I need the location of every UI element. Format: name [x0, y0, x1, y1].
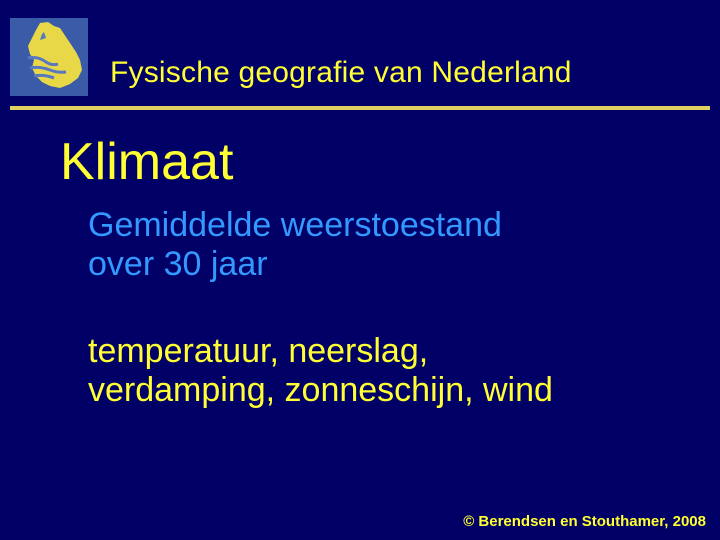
- netherlands-map-icon: [10, 18, 88, 96]
- header-title: Fysische geografie van Nederland: [110, 56, 572, 90]
- body-line-1: temperatuur, neerslag,: [88, 332, 428, 370]
- body-line-2: verdamping, zonneschijn, wind: [88, 371, 553, 409]
- copyright-footer: © Berendsen en Stouthamer, 2008: [463, 513, 706, 530]
- subtitle-line-1: Gemiddelde weerstoestand: [88, 206, 502, 244]
- content-body: temperatuur, neerslag, verdamping, zonne…: [88, 332, 720, 410]
- content-subtitle: Gemiddelde weerstoestand over 30 jaar: [88, 206, 720, 284]
- slide-content: Klimaat Gemiddelde weerstoestand over 30…: [0, 110, 720, 410]
- slide-header: Fysische geografie van Nederland: [0, 0, 720, 96]
- content-title: Klimaat: [60, 132, 720, 192]
- subtitle-line-2: over 30 jaar: [88, 245, 268, 283]
